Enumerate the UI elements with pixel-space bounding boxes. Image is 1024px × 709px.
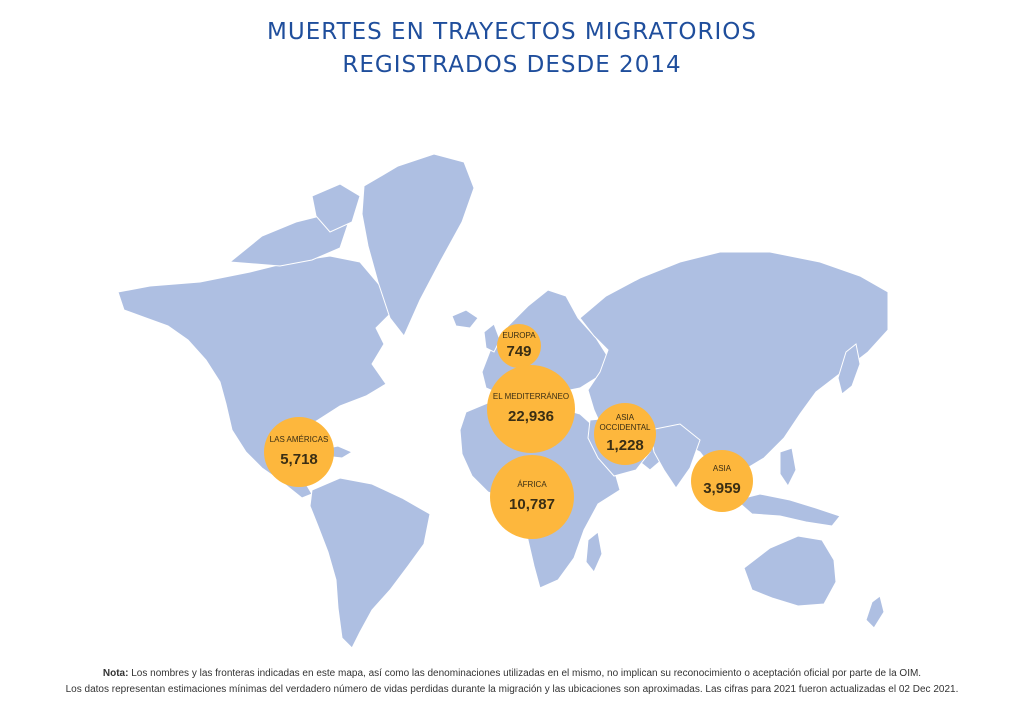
australia <box>743 535 837 607</box>
footnote-text-1: Los nombres y las fronteras indicadas en… <box>128 668 922 679</box>
region-death-count: 3,959 <box>703 480 741 497</box>
region-name-label: EL MEDITERRÁNEO <box>493 392 569 401</box>
region-bubble-europa[interactable]: EUROPA 749 <box>497 324 541 368</box>
region-bubble-circle[interactable] <box>264 417 334 487</box>
region-death-count: 10,787 <box>509 496 555 513</box>
new-zealand <box>865 595 885 629</box>
southeast-asia-islands <box>734 493 841 527</box>
region-bubble-asia-occidental[interactable]: ASIA OCCIDENTAL 1,228 <box>594 403 656 465</box>
asia-landmass <box>579 251 889 479</box>
region-bubbles: LAS AMÉRICAS 5,718 EUROPA 749 EL MEDITERRÁNE… <box>264 324 753 539</box>
region-bubble-circle[interactable] <box>497 324 541 368</box>
region-death-count: 22,936 <box>508 408 554 425</box>
map-title: MUERTES EN TRAYECTOS MIGRATORIOS REGISTR… <box>0 16 1024 82</box>
iceland <box>451 309 479 329</box>
region-death-count: 5,718 <box>280 451 318 468</box>
region-death-count: 749 <box>506 343 531 360</box>
region-bubble-africa[interactable]: ÁFRICA 10,787 <box>490 455 574 539</box>
region-death-count: 1,228 <box>606 437 644 454</box>
region-bubble-asia[interactable]: ASIA 3,959 <box>691 450 753 512</box>
region-name-label: LAS AMÉRICAS <box>270 435 329 444</box>
region-name-label: ASIA <box>713 464 732 473</box>
india <box>649 423 701 489</box>
region-bubble-circle[interactable] <box>691 450 753 512</box>
region-name-label: EUROPA <box>502 331 536 340</box>
footnote-label: Nota: <box>102 668 129 679</box>
japan <box>837 343 861 395</box>
region-bubble-el-mediterraneo[interactable]: EL MEDITERRÁNEO 22,936 <box>487 365 575 453</box>
region-bubble-circle[interactable] <box>490 455 574 539</box>
footnote-line-2: Los datos representan estimaciones mínim… <box>65 684 959 695</box>
title-line-2: REGISTRADOS DESDE 2014 <box>342 52 682 78</box>
south-america-landmass <box>309 477 431 649</box>
philippines <box>779 447 797 487</box>
region-bubble-circle[interactable] <box>487 365 575 453</box>
title-line-1: MUERTES EN TRAYECTOS MIGRATORIOS <box>267 19 757 45</box>
north-america-landmass <box>117 255 393 499</box>
region-bubble-las-americas[interactable]: LAS AMÉRICAS 5,718 <box>264 417 334 487</box>
region-name-label: ASIA OCCIDENTAL <box>600 413 652 432</box>
map-footnote: Nota: Los nombres y las fronteras indica… <box>0 666 1024 698</box>
region-bubble-circle[interactable] <box>594 403 656 465</box>
madagascar <box>585 531 603 573</box>
greenland <box>361 153 475 337</box>
footnote-line-1: Nota: Los nombres y las fronteras indica… <box>0 666 1024 682</box>
region-name-label: ÁFRICA <box>517 480 547 489</box>
land-masses <box>117 153 889 649</box>
baffin-island <box>311 183 361 233</box>
